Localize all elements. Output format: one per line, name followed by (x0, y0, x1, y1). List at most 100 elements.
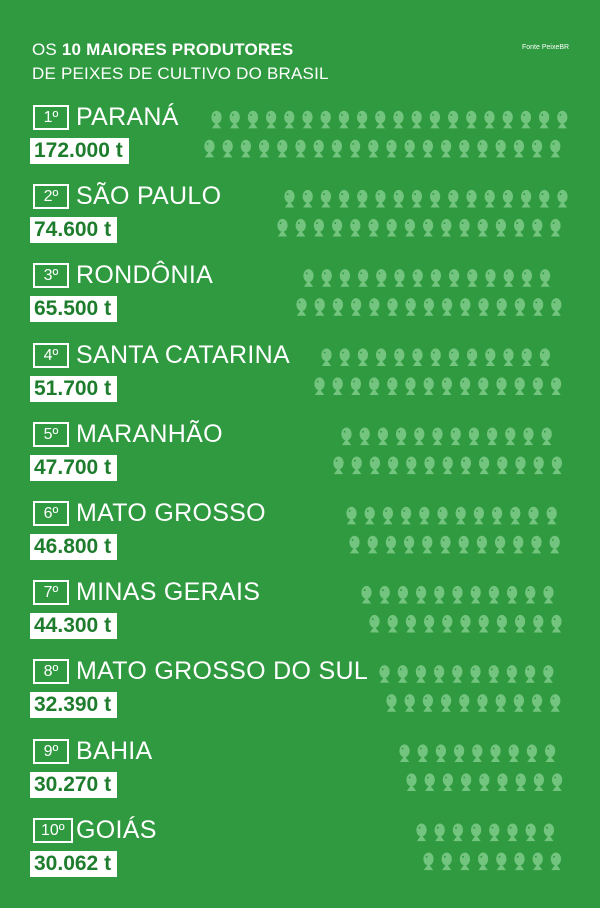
fish-icon (295, 218, 306, 237)
fish-icon (382, 506, 394, 525)
fish-icon (394, 348, 405, 366)
fish-icon (503, 348, 514, 366)
fish-icon (476, 535, 488, 554)
fish-icon (497, 773, 508, 791)
fish-icon (520, 110, 532, 129)
fish-icon (313, 139, 324, 158)
fish-icon (541, 427, 552, 446)
fish-icon (399, 744, 410, 762)
fish-icon (387, 298, 398, 316)
fish-icon (470, 823, 482, 842)
fish-icon (543, 585, 554, 604)
fish-icon (406, 456, 417, 475)
rank-box: 4º (33, 342, 69, 368)
fish-icon (495, 694, 506, 712)
fish-icon (405, 298, 416, 316)
rank-box: 2º (33, 184, 69, 210)
fish-icon (533, 614, 544, 633)
fish-icon (434, 823, 445, 842)
rank-box: 5º (33, 421, 69, 447)
fish-icon (364, 506, 375, 525)
fish-icon (484, 189, 495, 208)
fish-icon (417, 744, 428, 762)
fish-icon (459, 218, 470, 237)
state-name: GOIÁS (76, 815, 157, 844)
state-name: MINAS GERAIS (76, 578, 261, 607)
fish-icon (513, 218, 525, 237)
fish-icon (405, 377, 416, 395)
fish-icon (247, 110, 259, 129)
fish-icon (458, 535, 469, 554)
fish-icon (466, 110, 477, 129)
fish-icon (503, 269, 514, 287)
fish-icon (295, 139, 306, 158)
state-name: SÃO PAULO (76, 182, 222, 211)
fish-icon (550, 852, 562, 871)
fish-icon (459, 694, 470, 712)
rank-box: 10º (33, 817, 73, 843)
fish-icon (411, 189, 423, 208)
fish-icon (369, 456, 381, 475)
fish-icon (437, 506, 448, 525)
fish-icon (393, 110, 404, 129)
fish-icon (440, 694, 452, 712)
fish-icon (460, 298, 471, 316)
fish-icon (350, 218, 361, 237)
fish-icon (433, 665, 445, 683)
fish-icon (284, 110, 295, 129)
fish-icon (495, 139, 506, 158)
fish-icon (284, 189, 295, 208)
fish-icon (416, 823, 427, 842)
fish-icon (479, 773, 490, 791)
fish-icon (452, 823, 464, 842)
fish-icon (415, 585, 427, 604)
fish-icon (472, 744, 483, 762)
fish-icon (514, 298, 526, 316)
fish-icon (473, 506, 485, 525)
fish-icon (368, 218, 379, 237)
rank-box: 9º (33, 738, 69, 764)
fish-icon (429, 110, 441, 129)
fish-icon (397, 665, 408, 683)
fish-icon (531, 535, 542, 554)
fish-icon (395, 427, 407, 446)
fish-icon (441, 852, 452, 871)
fish-icon (302, 110, 313, 129)
fish-icon (467, 269, 478, 287)
fish-icon (387, 377, 398, 395)
fish-icon (404, 139, 415, 158)
fish-icon (320, 110, 331, 129)
fish-icon (557, 189, 568, 208)
fish-icon (350, 377, 362, 395)
fish-icon (434, 585, 445, 604)
state-name: SANTA CATARINA (76, 340, 290, 369)
fish-icon (359, 427, 370, 446)
fish-icon (551, 298, 562, 316)
fish-icon (314, 298, 325, 316)
fish-icon (495, 218, 507, 237)
fish-icon (550, 377, 562, 395)
title-bold: 10 MAIORES PRODUTORES (61, 40, 294, 59)
fish-icon (321, 348, 332, 366)
fish-icon (442, 773, 454, 791)
fish-icon (440, 535, 451, 554)
fish-icon (550, 218, 561, 237)
fish-icon (379, 665, 390, 683)
rank-box: 3º (33, 263, 69, 289)
fish-icon (349, 139, 361, 158)
fish-icon (477, 694, 488, 712)
fish-icon (510, 506, 521, 525)
fish-icon (447, 110, 459, 129)
fish-icon (478, 377, 489, 395)
fish-icon (430, 269, 442, 287)
fish-icon (369, 614, 380, 633)
fish-icon (204, 139, 215, 158)
fish-icon (357, 269, 369, 287)
fish-icon (386, 218, 397, 237)
fish-icon (484, 110, 495, 129)
amount-label: 51.700 t (30, 375, 118, 402)
fish-icon (423, 852, 434, 871)
state-name: BAHIA (76, 736, 153, 765)
fish-icon (435, 744, 447, 762)
